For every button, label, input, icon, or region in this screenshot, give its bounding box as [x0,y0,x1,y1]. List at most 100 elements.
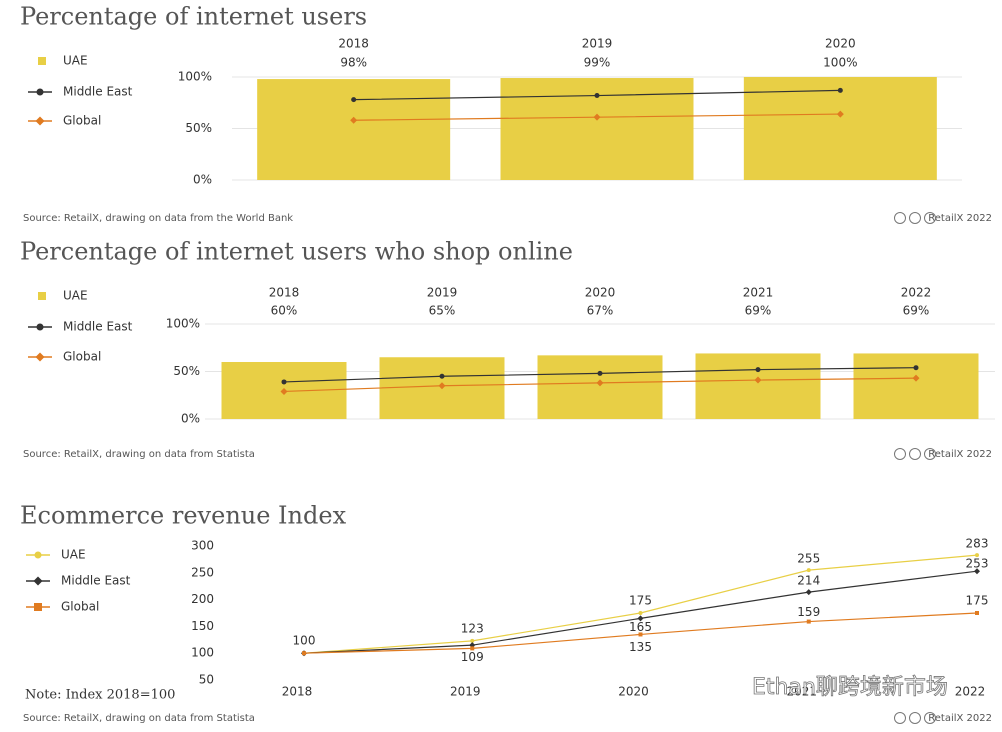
legend-label: Middle East [63,85,133,99]
value-label: 123 [461,621,484,635]
license-icon [894,448,906,460]
x-tick-label: 2018 [269,286,300,300]
x-tick-label: 2018 [338,37,369,51]
legend-label: Global [63,114,101,128]
chart-title: Percentage of internet users [20,3,367,31]
legend-label: UAE [63,54,88,68]
value-label: 214 [797,574,820,588]
value-label: 165 [629,620,652,634]
legend-label: Middle East [61,574,131,588]
value-label: 69% [745,304,772,318]
value-label: 283 [966,537,989,551]
marker [35,352,45,362]
license-icon [909,448,921,460]
marker [439,373,445,379]
marker [438,382,446,390]
note: Note: Index 2018=100 [25,688,175,703]
y-tick-label: 50% [173,364,200,378]
x-tick-label: 2021 [743,286,774,300]
marker [34,603,42,611]
marker [38,57,46,65]
credit: RetailX 2022 [928,449,992,460]
marker [351,97,357,103]
value-label: 69% [903,304,930,318]
legend-label: UAE [61,548,86,562]
license-icon [924,712,936,724]
x-tick-label: 2021 [786,685,817,699]
y-tick-label: 50 [199,673,214,687]
value-label: 255 [797,552,820,566]
y-tick-label: 250 [191,565,214,579]
source: Source: RetailX, drawing on data from St… [23,713,255,724]
license-icon [894,212,906,224]
marker [806,568,811,573]
legend-label: Global [61,600,99,614]
bar [537,355,663,419]
marker [754,376,762,384]
marker [974,568,980,575]
marker [36,88,44,96]
value-label: 159 [797,605,820,619]
legend-label: Global [63,350,101,364]
x-tick-label: 2019 [427,286,458,300]
license-icon [924,212,936,224]
credit: RetailX 2022 [928,713,992,724]
marker [805,589,812,596]
license-icon [909,212,921,224]
marker [302,651,306,656]
value-label: 175 [966,594,989,608]
bar [257,79,451,180]
value-label: 100 [293,634,316,648]
marker [596,379,604,387]
marker [913,365,919,371]
license-icon [909,712,921,724]
x-tick-label: 2020 [585,286,616,300]
marker [594,93,600,99]
value-label: 65% [429,304,456,318]
marker [637,615,644,622]
y-tick-label: 50% [185,121,212,135]
marker [33,576,43,586]
marker [912,374,920,382]
x-tick-label: 2020 [825,37,856,51]
license-icon [894,712,906,724]
bar [743,77,937,180]
marker [36,323,44,331]
marker [34,551,42,559]
marker [975,553,979,558]
bar [695,353,821,419]
watermark: Ethan聊跨境新市场 [752,675,948,700]
source: Source: RetailX, drawing on data from St… [23,449,255,460]
y-tick-label: 100 [191,646,214,660]
chart-title: Percentage of internet users who shop on… [20,238,573,266]
value-label: 99% [584,56,611,70]
marker [350,116,358,124]
legend-label: Middle East [63,320,133,334]
marker [836,110,844,118]
y-tick-label: 100% [166,317,200,331]
marker [975,611,979,615]
y-tick-label: 150 [191,619,214,633]
legend-label: UAE [63,289,88,303]
marker [638,611,643,615]
value-label: 60% [271,304,298,318]
value-label: 253 [966,557,989,571]
marker [38,292,46,300]
marker [806,619,811,624]
y-tick-label: 200 [191,592,214,606]
x-tick-label: 2019 [450,685,481,699]
x-tick-label: 2019 [582,37,613,51]
marker [597,370,603,376]
marker [593,113,601,121]
credit: RetailX 2022 [928,213,992,224]
bar [853,353,979,419]
value-label: 100% [823,56,857,70]
value-label: 175 [629,594,652,608]
license-icon [924,448,936,460]
marker [470,646,475,651]
x-tick-label: 2018 [282,685,313,699]
value-label: 67% [587,304,614,318]
chart-title: Ecommerce revenue Index [20,502,347,530]
x-tick-label: 2022 [955,685,986,699]
